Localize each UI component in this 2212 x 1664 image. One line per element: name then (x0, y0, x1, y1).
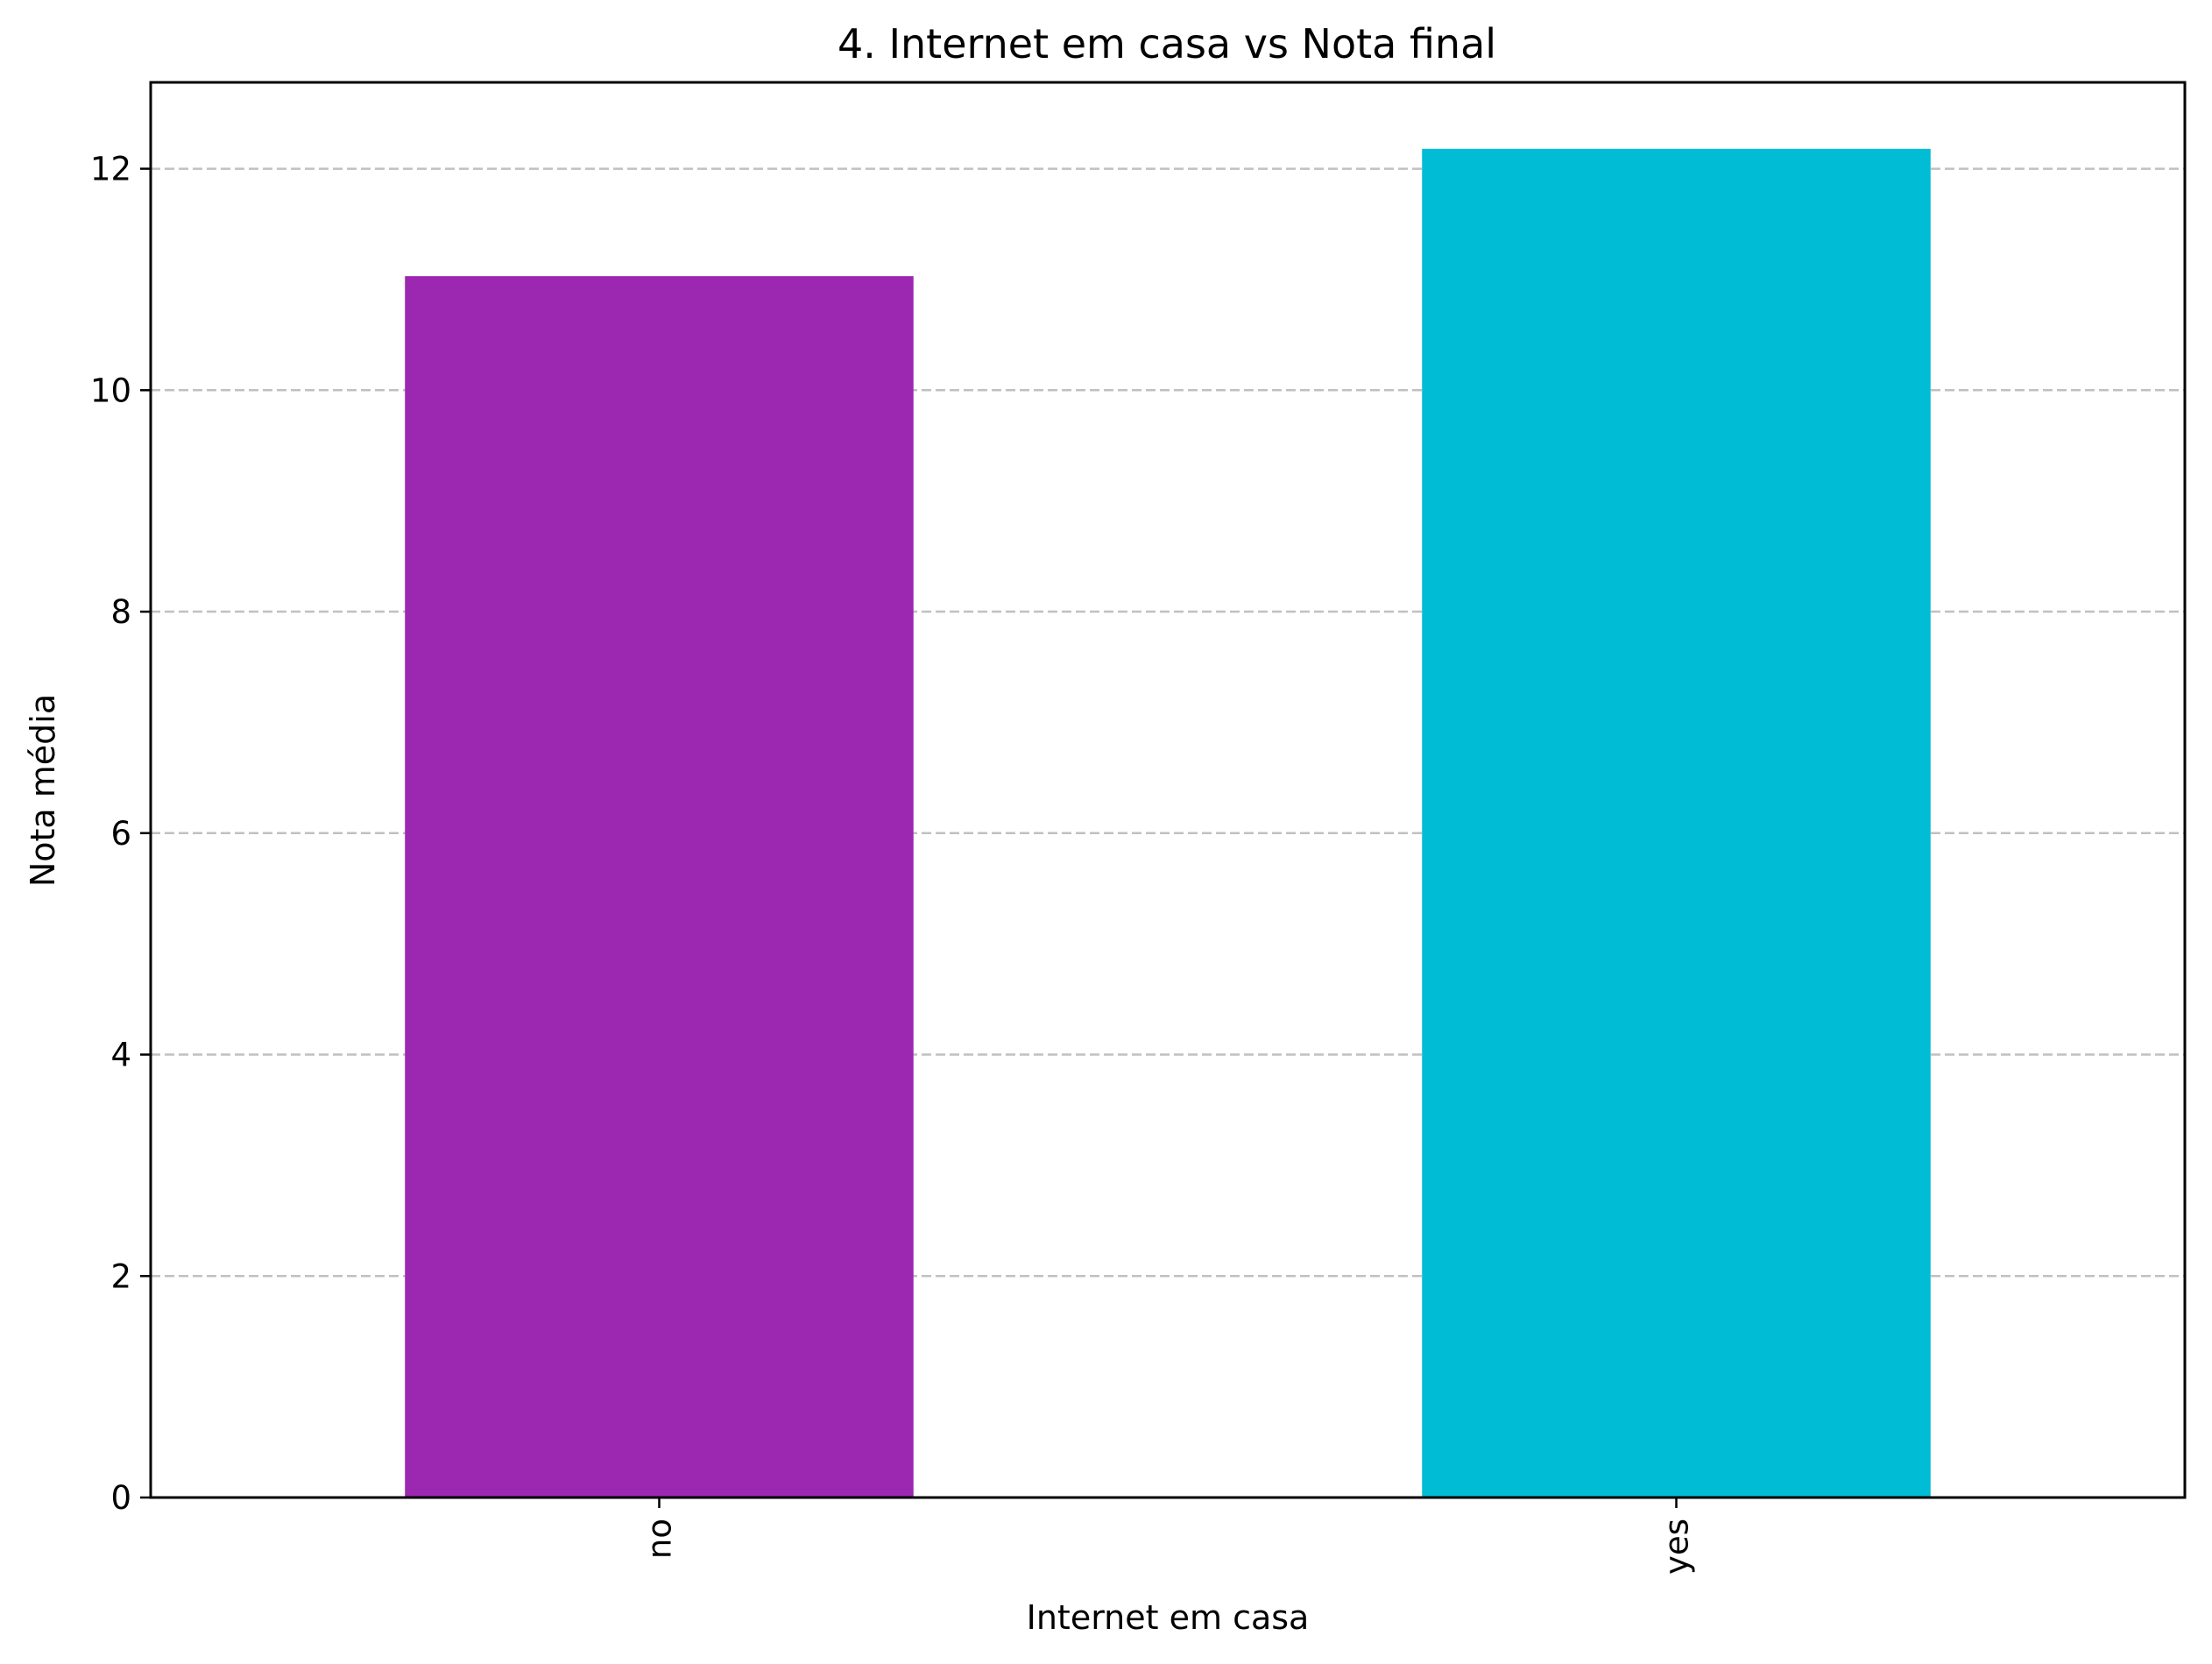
y-tick-label: 8 (110, 593, 131, 631)
y-tick-label: 6 (110, 815, 131, 853)
x-tick-label: no (641, 1519, 679, 1559)
y-tick-label: 0 (110, 1479, 131, 1517)
chart-title: 4. Internet em casa vs Nota final (837, 20, 1496, 67)
y-tick-label: 10 (90, 372, 131, 409)
y-tick-label: 12 (90, 151, 131, 188)
x-tick-label: yes (1658, 1519, 1696, 1575)
bars (405, 148, 1931, 1498)
y-tick-label: 4 (110, 1037, 131, 1074)
plot-area-frame (149, 81, 2187, 1499)
y-axis-label: Nota média (24, 694, 62, 887)
y-tick-label: 2 (110, 1257, 131, 1295)
x-axis-ticks: no yes (641, 1498, 1696, 1575)
bar-yes (1422, 148, 1931, 1498)
x-axis-label: Internet em casa (1027, 1598, 1310, 1637)
bar-no (405, 276, 914, 1498)
y-axis-ticks: 0 2 4 6 8 10 12 (90, 151, 151, 1517)
